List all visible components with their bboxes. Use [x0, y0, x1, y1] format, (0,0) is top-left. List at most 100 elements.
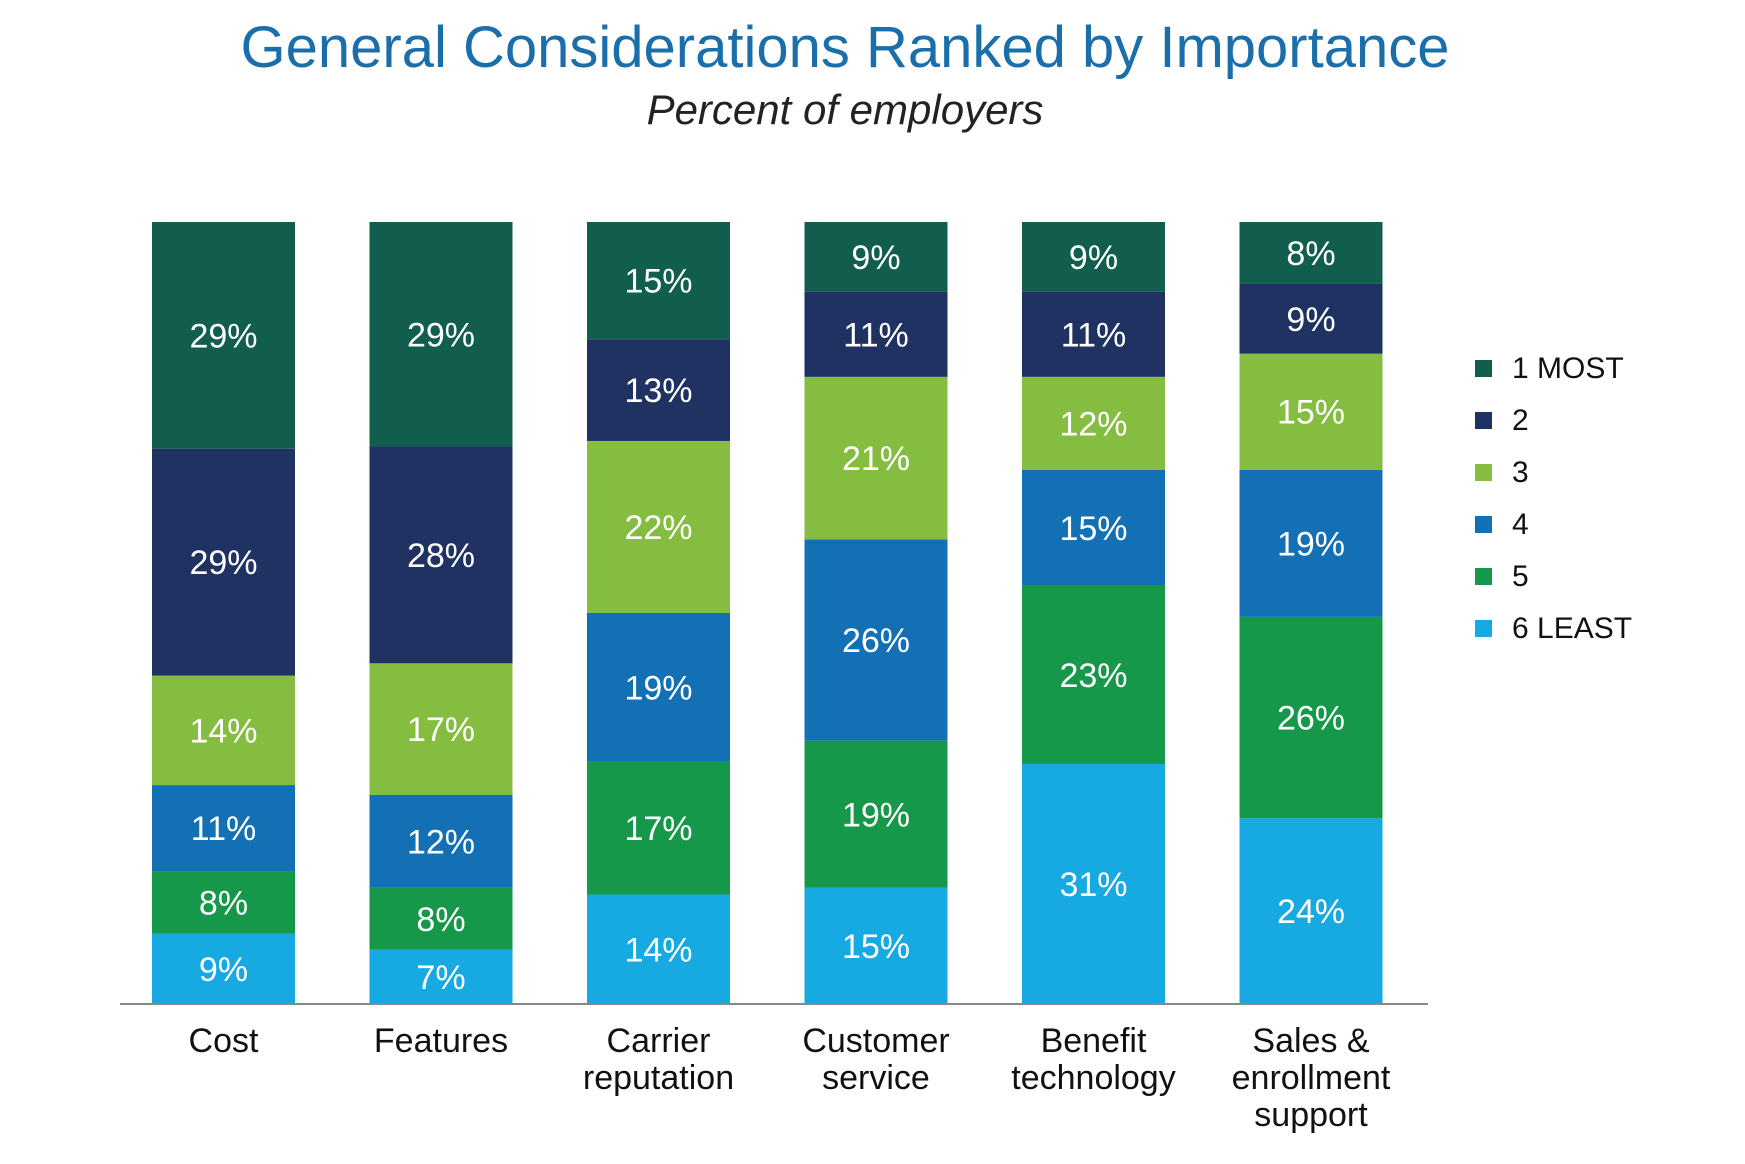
data-label-carrier-reputation-6-least: 14%: [624, 931, 692, 969]
data-label-sales-enrollment-support-5: 26%: [1277, 700, 1345, 738]
legend-swatch-2: [1475, 412, 1492, 429]
category-label-benefit-technology-line-2: technology: [1011, 1059, 1175, 1097]
data-label-features-6-least: 7%: [416, 959, 465, 997]
data-label-customer-service-4: 26%: [842, 622, 910, 660]
bar-segment-benefit-technology-3: [1022, 376, 1165, 470]
category-label-customer-service-line-1: Customer: [802, 1022, 949, 1060]
data-label-benefit-technology-6-least: 31%: [1059, 866, 1127, 904]
data-label-benefit-technology-4: 15%: [1059, 510, 1127, 548]
data-label-carrier-reputation-5: 17%: [624, 810, 692, 848]
legend-swatch-3: [1475, 464, 1492, 481]
data-label-cost-1-most: 29%: [189, 317, 257, 355]
bar-segment-customer-service-4: [804, 539, 948, 741]
bar-segment-carrier-reputation-6-least: [587, 894, 730, 1004]
category-label-sales-enrollment-support-line-1: Sales &: [1252, 1022, 1369, 1060]
data-label-benefit-technology-1-most: 9%: [1069, 239, 1118, 277]
category-label-carrier-reputation-line-2: reputation: [583, 1059, 734, 1097]
bar-segment-features-5: [369, 887, 513, 950]
bar-segment-customer-service-5: [804, 740, 948, 888]
bar-segment-cost-6-least: [152, 933, 295, 1004]
category-label-customer-service-line-2: service: [822, 1059, 930, 1097]
category-label-features-line-1: Features: [374, 1022, 508, 1060]
bar-segment-benefit-technology-4: [1022, 469, 1165, 586]
bar-segment-sales-enrollment-support-4: [1239, 469, 1383, 617]
bar-segment-carrier-reputation-4: [587, 613, 730, 762]
data-label-carrier-reputation-2: 13%: [624, 372, 692, 410]
data-label-benefit-technology-2: 11%: [1061, 316, 1127, 354]
bar-segment-sales-enrollment-support-3: [1239, 353, 1383, 470]
legend-label-4: 4: [1512, 508, 1529, 541]
data-label-customer-service-1-most: 9%: [851, 239, 900, 277]
bar-segment-carrier-reputation-2: [587, 339, 730, 441]
bar-segment-benefit-technology-1-most: [1022, 222, 1165, 292]
bar-segment-customer-service-2: [804, 291, 948, 377]
bar-segment-sales-enrollment-support-5: [1239, 616, 1383, 819]
bar-segment-cost-2: [152, 448, 295, 676]
data-label-carrier-reputation-3: 22%: [624, 509, 692, 547]
data-label-sales-enrollment-support-6-least: 24%: [1277, 893, 1345, 931]
data-label-cost-4: 11%: [191, 810, 257, 848]
bar-segment-sales-enrollment-support-1-most: [1239, 222, 1383, 284]
category-label-sales-enrollment-support-line-3: support: [1254, 1096, 1368, 1134]
category-label-sales-enrollment-support-line-2: enrollment: [1232, 1059, 1391, 1097]
data-label-benefit-technology-3: 12%: [1059, 405, 1127, 443]
bar-segment-customer-service-1-most: [804, 222, 948, 292]
data-label-sales-enrollment-support-3: 15%: [1277, 394, 1345, 432]
legend-label-1-most: 1 MOST: [1512, 352, 1624, 385]
data-label-customer-service-3: 21%: [842, 440, 910, 478]
data-label-customer-service-2: 11%: [843, 316, 909, 354]
bar-segment-cost-3: [152, 675, 295, 786]
data-label-features-3: 17%: [407, 711, 475, 749]
data-label-customer-service-5: 19%: [842, 796, 910, 834]
bar-segment-cost-1-most: [152, 222, 295, 449]
bar-segment-sales-enrollment-support-6-least: [1239, 818, 1383, 1004]
data-label-benefit-technology-5: 23%: [1059, 657, 1127, 695]
legend-swatch-5: [1475, 568, 1492, 585]
bar-segment-benefit-technology-6-least: [1022, 763, 1165, 1004]
bar-segment-customer-service-3: [804, 376, 948, 540]
legend: 1 MOST 2 3 4 5 6 LEAST: [1475, 352, 1632, 645]
bar-segment-features-4: [369, 794, 513, 888]
bars-group: 9% 8% 11% 14% 29% 29% 7% 8% 12% 17% 28% 29% 14% 17% 19…: [152, 222, 1383, 1004]
data-label-carrier-reputation-1-most: 15%: [624, 263, 692, 301]
data-label-carrier-reputation-4: 19%: [624, 669, 692, 707]
data-label-sales-enrollment-support-4: 19%: [1277, 525, 1345, 563]
legend-label-5: 5: [1512, 560, 1529, 593]
data-label-features-1-most: 29%: [407, 316, 475, 354]
legend-swatch-6-least: [1475, 620, 1492, 637]
legend-label-3: 3: [1512, 456, 1529, 489]
legend-swatch-4: [1475, 516, 1492, 533]
bar-segment-sales-enrollment-support-2: [1239, 283, 1383, 354]
legend-swatch-1-most: [1475, 360, 1492, 377]
bar-segment-carrier-reputation-3: [587, 440, 730, 613]
bar-segment-benefit-technology-5: [1022, 585, 1165, 764]
bar-segment-features-2: [369, 446, 513, 664]
bar-segment-features-3: [369, 663, 513, 795]
data-label-cost-3: 14%: [189, 712, 257, 750]
category-label-carrier-reputation-line-1: Carrier: [607, 1022, 711, 1060]
data-label-cost-6-least: 9%: [199, 951, 248, 989]
bar-segment-benefit-technology-2: [1022, 291, 1165, 377]
data-label-cost-5: 8%: [199, 884, 248, 922]
chart-subtitle: Percent of employers: [646, 86, 1044, 133]
chart-title: General Considerations Ranked by Importa…: [240, 15, 1450, 80]
bar-segment-features-6-least: [369, 949, 513, 1004]
bar-segment-cost-5: [152, 871, 295, 934]
bar-segment-carrier-reputation-1-most: [587, 222, 730, 340]
bar-segment-cost-4: [152, 785, 295, 872]
bar-segment-features-1-most: [369, 222, 513, 447]
data-label-sales-enrollment-support-2: 9%: [1286, 301, 1335, 339]
data-label-customer-service-6-least: 15%: [842, 928, 910, 966]
legend-label-2: 2: [1512, 404, 1529, 437]
bar-segment-carrier-reputation-5: [587, 761, 730, 895]
data-label-features-4: 12%: [407, 823, 475, 861]
data-label-features-2: 28%: [407, 537, 475, 575]
legend-label-6-least: 6 LEAST: [1512, 612, 1632, 645]
data-label-cost-2: 29%: [189, 544, 257, 582]
category-label-benefit-technology-line-1: Benefit: [1041, 1022, 1147, 1060]
data-label-features-5: 8%: [416, 901, 465, 939]
bar-segment-customer-service-6-least: [804, 887, 948, 1004]
category-label-cost-line-1: Cost: [189, 1022, 259, 1060]
